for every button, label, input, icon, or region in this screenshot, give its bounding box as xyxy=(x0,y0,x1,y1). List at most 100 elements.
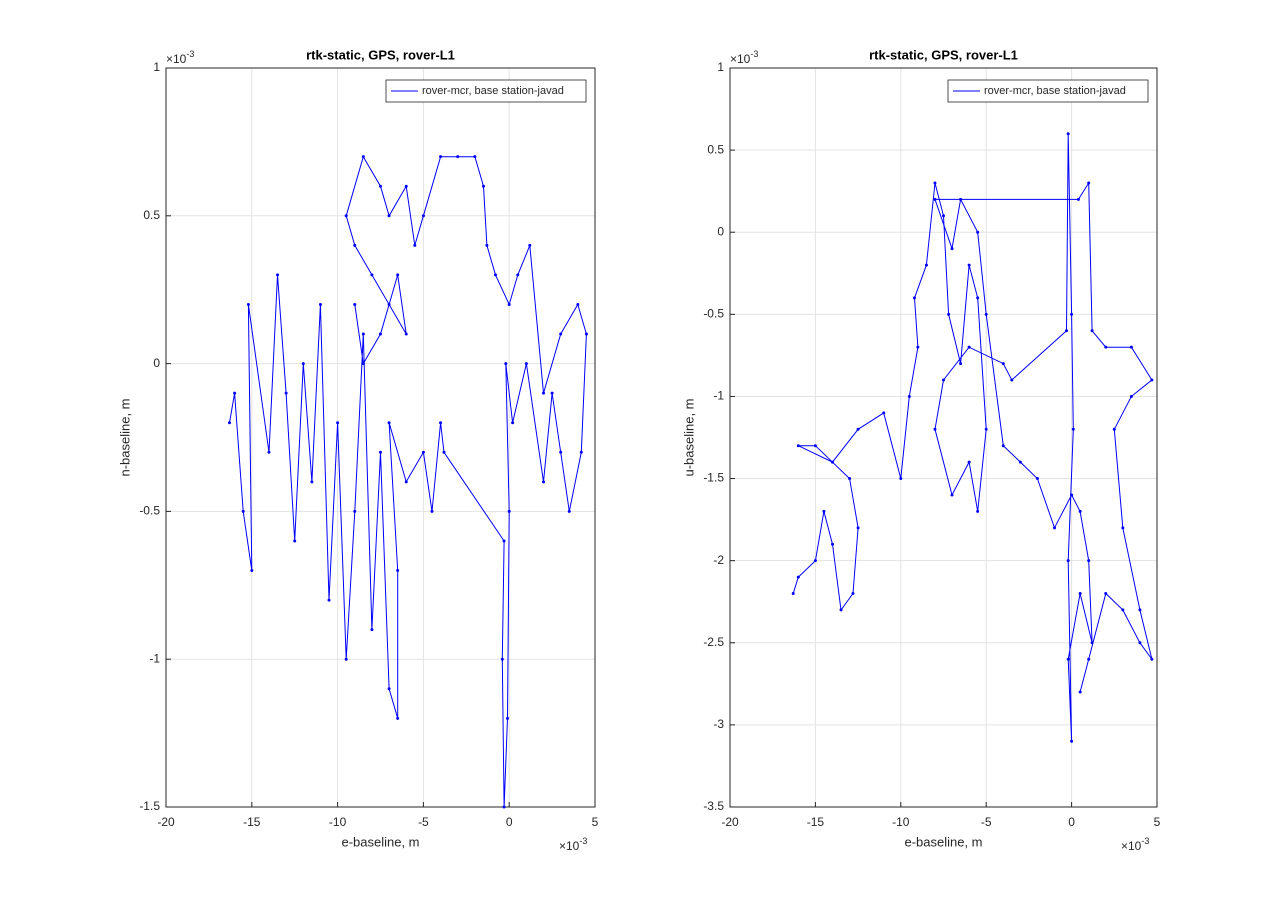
series-marker xyxy=(516,273,520,277)
series-marker xyxy=(976,509,980,513)
series-marker xyxy=(1070,739,1074,743)
series-marker xyxy=(1066,132,1070,136)
series-marker xyxy=(856,526,860,530)
y-tick-label: -1.5 xyxy=(703,471,724,485)
axis-multiplier: ×10-3 xyxy=(1121,836,1149,853)
series-marker xyxy=(976,296,980,300)
series-marker xyxy=(1104,345,1108,349)
series-marker xyxy=(500,657,504,661)
multiplier-base: ×10 xyxy=(166,52,187,66)
multiplier-exponent: -3 xyxy=(579,836,587,846)
series-marker xyxy=(813,559,817,563)
series-marker xyxy=(1018,460,1022,464)
plot-area xyxy=(166,68,595,807)
y-tick-label: -1 xyxy=(713,389,724,403)
series-marker xyxy=(246,302,250,306)
series-marker xyxy=(250,569,254,573)
series-marker xyxy=(387,302,391,306)
series-marker xyxy=(353,302,357,306)
series-marker xyxy=(233,391,237,395)
series-marker xyxy=(933,181,937,185)
y-tick-label: -3.5 xyxy=(703,799,724,813)
series-marker xyxy=(227,421,231,425)
series-marker xyxy=(1070,312,1074,316)
axis-multiplier: ×10-3 xyxy=(166,49,194,66)
series-marker xyxy=(456,155,460,159)
series-marker xyxy=(1076,197,1080,201)
y-tick-label: -1.5 xyxy=(139,799,160,813)
series-marker xyxy=(1078,690,1082,694)
y-tick-label: -2.5 xyxy=(703,635,724,649)
series-marker xyxy=(933,197,937,201)
x-tick-label: 0 xyxy=(506,815,513,829)
series-marker xyxy=(301,362,305,366)
series-marker xyxy=(1078,509,1082,513)
series-marker xyxy=(284,391,288,395)
multiplier-base: ×10 xyxy=(730,52,751,66)
series-marker xyxy=(379,450,382,454)
multiplier-exponent: -3 xyxy=(1141,836,1149,846)
series-marker xyxy=(851,592,855,596)
series-marker xyxy=(916,345,920,349)
series-marker xyxy=(267,450,271,454)
y-tick-label: 1 xyxy=(717,60,724,74)
series-marker xyxy=(976,230,980,234)
series-marker xyxy=(830,460,834,464)
series-marker xyxy=(404,480,408,484)
x-tick-label: -15 xyxy=(807,815,825,829)
series-marker xyxy=(550,391,554,395)
series-marker xyxy=(584,332,588,336)
multiplier-base: ×10 xyxy=(559,839,580,853)
series-marker xyxy=(1150,378,1154,382)
series-marker xyxy=(559,450,563,454)
series-marker xyxy=(379,184,382,188)
x-axis-label: e-baseline, m xyxy=(904,834,982,849)
y-tick-label: -2 xyxy=(713,553,724,567)
series-marker xyxy=(442,450,446,454)
series-marker xyxy=(344,214,348,218)
series-marker xyxy=(396,273,400,277)
series-marker xyxy=(327,598,331,602)
series-marker xyxy=(439,155,443,159)
series-marker xyxy=(796,444,800,448)
axes-box xyxy=(729,67,1158,808)
series-marker xyxy=(1087,181,1091,185)
y-tick-label: 0.5 xyxy=(707,142,724,156)
series-marker xyxy=(1071,427,1075,431)
series-marker xyxy=(907,394,911,398)
x-tick-label: -5 xyxy=(418,815,429,829)
series-marker xyxy=(353,243,357,247)
series-marker xyxy=(959,197,963,201)
series-marker xyxy=(1001,362,1005,366)
series-marker xyxy=(1090,641,1094,645)
series-marker xyxy=(241,509,245,513)
series-marker xyxy=(361,332,365,336)
series-marker xyxy=(567,509,571,513)
series-marker xyxy=(967,345,971,349)
series-marker xyxy=(559,332,563,336)
axis-multiplier: ×10-3 xyxy=(730,49,758,66)
series-marker xyxy=(967,460,971,464)
plot-area xyxy=(730,68,1157,807)
series-marker xyxy=(1090,329,1094,333)
series-marker xyxy=(507,302,511,306)
series-marker xyxy=(813,444,817,448)
series-marker xyxy=(984,312,988,316)
x-tick-label: 5 xyxy=(1154,815,1161,829)
series-marker xyxy=(493,273,497,277)
series-marker xyxy=(361,155,365,159)
series-marker xyxy=(370,628,374,632)
series-marker xyxy=(947,312,951,316)
series-marker xyxy=(430,509,434,513)
y-tick-label: 1 xyxy=(153,60,160,74)
x-tick-label: -5 xyxy=(981,815,992,829)
y-tick-label: 0 xyxy=(717,224,724,238)
x-tick-label: 5 xyxy=(592,815,599,829)
y-tick-label: 0 xyxy=(153,356,160,370)
x-tick-label: -10 xyxy=(892,815,910,829)
y-tick-label: 0.5 xyxy=(143,208,160,222)
series-marker xyxy=(318,302,322,306)
series-marker xyxy=(830,542,834,546)
legend-box xyxy=(947,79,1149,103)
